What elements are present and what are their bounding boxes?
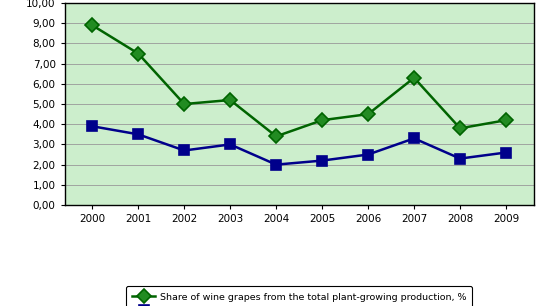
Line: Share of wine grapes from the total agricultural production, %: Share of wine grapes from the total agri… [87,121,511,170]
Share of wine grapes from the total agricultural production, % [365,153,371,156]
Share of wine grapes from the total agricultural production, % [457,157,464,160]
Share of wine grapes from the total plant-growing production, % [365,112,371,116]
Share of wine grapes from the total agricultural production, % [411,136,417,140]
Share of wine grapes from the total agricultural production, % [227,143,233,146]
Share of wine grapes from the total agricultural production, % [503,151,509,154]
Share of wine grapes from the total plant-growing production, % [89,24,95,27]
Share of wine grapes from the total plant-growing production, % [135,52,141,55]
Share of wine grapes from the total agricultural production, % [273,163,279,166]
Share of wine grapes from the total plant-growing production, % [273,135,279,138]
Legend: Share of wine grapes from the total plant-growing production, %, Share of wine g: Share of wine grapes from the total plan… [126,286,472,306]
Share of wine grapes from the total plant-growing production, % [227,98,233,102]
Share of wine grapes from the total plant-growing production, % [503,118,509,122]
Share of wine grapes from the total plant-growing production, % [411,76,417,80]
Share of wine grapes from the total agricultural production, % [135,132,141,136]
Line: Share of wine grapes from the total plant-growing production, %: Share of wine grapes from the total plan… [87,21,511,141]
Share of wine grapes from the total plant-growing production, % [319,118,326,122]
Share of wine grapes from the total plant-growing production, % [181,102,188,106]
Share of wine grapes from the total plant-growing production, % [457,126,464,130]
Share of wine grapes from the total agricultural production, % [319,159,326,162]
Share of wine grapes from the total agricultural production, % [89,125,95,128]
Share of wine grapes from the total agricultural production, % [181,149,188,152]
